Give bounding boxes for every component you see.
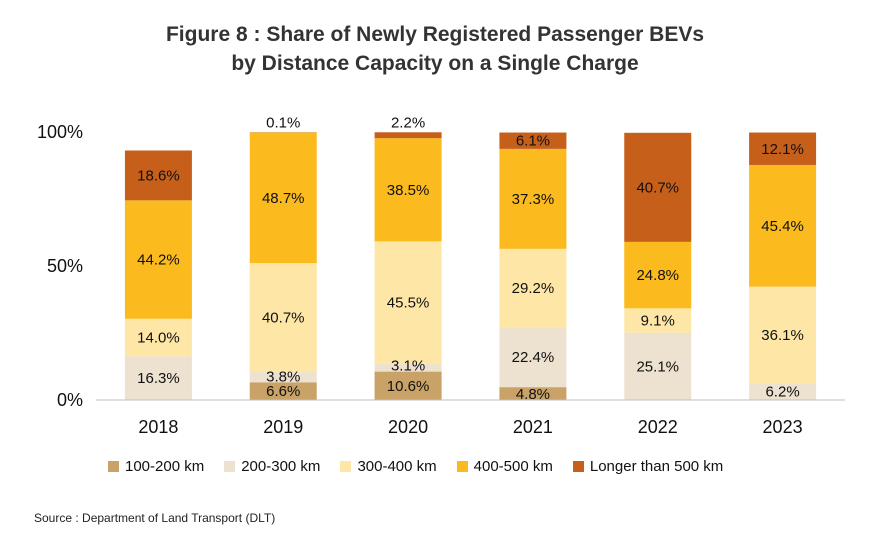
- bars-layer: [124, 132, 817, 400]
- stacked-bar-chart: 16.3% 14.0% 44.2% 18.6% 6.6%3.8% 40.7% 48.7% 0.…: [37, 114, 845, 437]
- legend-label: 100-200 km: [125, 457, 205, 475]
- y-tick-label-0: 0%: [57, 390, 83, 410]
- chart-title-line-1: Figure 8 : Share of Newly Registered Pas…: [165, 23, 705, 46]
- bar-segment-2021-longer-than-500-km: [499, 132, 567, 149]
- bar-segment-2018-longer-than-500-km: [124, 150, 192, 201]
- bar-segment-2022-300-400-km: [624, 308, 692, 333]
- bar-segment-2020-longer-than-500-km: [374, 132, 442, 139]
- data-label-2021-400-500-km: 37.3%: [512, 191, 555, 208]
- bar-segment-2020-100-200-km: [374, 371, 442, 400]
- bar-segment-2023-longer-than-500-km: [749, 132, 817, 165]
- x-tick-label-2020: 2020: [388, 417, 428, 437]
- y-tick-label-100: 100%: [37, 122, 83, 142]
- data-label-2021-300-400-km: 29.2%: [512, 280, 555, 297]
- chart-title: Figure 8 : Share of Newly Registered Pas…: [0, 20, 870, 78]
- data-label-2019-longer-than-500-km: 0.1%: [266, 114, 300, 131]
- bar-segment-2018-300-400-km: [124, 318, 192, 357]
- x-tick-label-2022: 2022: [638, 417, 678, 437]
- y-tick-label-50: 50%: [47, 256, 83, 276]
- x-tick-label-2018: 2018: [138, 417, 178, 437]
- data-label-2021-longer-than-500-km: 6.1%: [516, 133, 550, 150]
- bar-segment-2022-200-300-km: [624, 332, 692, 400]
- data-label-2023-300-400-km: 36.1%: [761, 327, 804, 344]
- legend-item-100-200-km: 100-200 km: [108, 458, 204, 475]
- legend-item-400-500-km: 400-500 km: [456, 457, 553, 475]
- bar-segment-2020-400-500-km: [374, 138, 442, 242]
- bar-segment-2021-100-200-km: [499, 387, 567, 400]
- data-label-2020-100-200-km: 10.6%: [387, 378, 430, 395]
- data-labels-layer: 16.3% 14.0% 44.2% 18.6% 6.6%3.8% 40.7% 48.7% 0.…: [137, 114, 804, 403]
- data-label-2020-longer-than-500-km: 2.2%: [391, 114, 425, 131]
- bar-segment-2020-300-400-km: [374, 241, 442, 364]
- data-label-2019-100-200-km: 6.6%: [266, 383, 300, 400]
- bar-segment-2023-200-300-km: [749, 383, 817, 400]
- legend-label: 200-300 km: [241, 457, 321, 475]
- bar-segment-2022-400-500-km: [624, 241, 692, 309]
- bar-segment-2020-200-300-km: [374, 363, 442, 372]
- chart-legend: 100-200 km 200-300 km 300-400 km 400-500 km…: [108, 455, 743, 477]
- legend-item-300-400-km: 300-400 km: [340, 457, 437, 475]
- x-tick-label-2021: 2021: [513, 417, 553, 437]
- data-label-2022-200-300-km: 25.1%: [636, 358, 679, 375]
- axes-layer: 2018 2019 2020 2021 2022 2023 0% 50% 100%: [37, 122, 845, 437]
- legend-swatch: [456, 460, 468, 472]
- bar-segment-2019-100-200-km: [249, 382, 317, 400]
- data-label-2020-400-500-km: 38.5%: [387, 182, 430, 199]
- data-label-2018-200-300-km: 16.3%: [137, 370, 180, 387]
- data-label-2021-100-200-km: 4.8%: [516, 386, 550, 403]
- bar-segment-2023-300-400-km: [749, 286, 817, 384]
- data-label-2018-longer-than-500-km: 18.6%: [137, 167, 180, 184]
- bar-segment-2021-400-500-km: [499, 148, 567, 249]
- bar-segment-2019-200-300-km: [249, 372, 317, 383]
- legend-swatch: [572, 460, 584, 472]
- bar-segment-2019-400-500-km: [249, 132, 317, 264]
- bar-segment-2021-200-300-km: [499, 327, 567, 388]
- data-label-2019-300-400-km: 40.7%: [262, 310, 305, 327]
- data-label-2022-longer-than-500-km: 40.7%: [636, 179, 679, 196]
- legend-swatch: [340, 460, 352, 472]
- bar-segment-2023-400-500-km: [749, 164, 817, 287]
- data-label-2020-200-300-km: 3.1%: [391, 358, 425, 375]
- legend-label: Longer than 500 km: [589, 457, 724, 475]
- data-label-2022-300-400-km: 9.1%: [641, 313, 675, 330]
- data-label-2023-400-500-km: 45.4%: [761, 218, 804, 235]
- legend-swatch: [224, 460, 236, 472]
- legend-item-longer-than-500-km: Longer than 500 km: [572, 457, 724, 475]
- data-label-2020-300-400-km: 45.5%: [387, 294, 430, 311]
- data-label-2023-longer-than-500-km: 12.1%: [761, 141, 804, 158]
- bar-segment-2019-300-400-km: [249, 263, 317, 373]
- data-label-2019-200-300-km: 3.8%: [266, 368, 300, 385]
- data-label-2021-200-300-km: 22.4%: [512, 349, 555, 366]
- legend-item-200-300-km: 200-300 km: [224, 458, 320, 475]
- legend-label: 300-400 km: [357, 457, 437, 475]
- chart-title-line-2: by Distance Capacity on a Single Charge: [231, 52, 639, 75]
- data-label-2018-300-400-km: 14.0%: [137, 330, 180, 347]
- legend-swatch: [108, 460, 119, 472]
- bar-segment-2018-200-300-km: [124, 356, 192, 400]
- x-tick-label-2023: 2023: [763, 417, 803, 437]
- data-label-2018-400-500-km: 44.2%: [137, 252, 180, 269]
- data-label-2019-400-500-km: 48.7%: [262, 190, 305, 207]
- data-label-2022-400-500-km: 24.8%: [636, 267, 679, 284]
- legend-label: 400-500 km: [473, 457, 553, 475]
- bar-segment-2018-400-500-km: [124, 200, 192, 319]
- bar-segment-2022-longer-than-500-km: [624, 132, 692, 242]
- x-tick-label-2019: 2019: [263, 417, 303, 437]
- data-label-2023-200-300-km: 6.2%: [765, 384, 799, 401]
- source-note: Source : Department of Land Transport (D…: [34, 511, 276, 525]
- bar-segment-2021-300-400-km: [499, 248, 567, 328]
